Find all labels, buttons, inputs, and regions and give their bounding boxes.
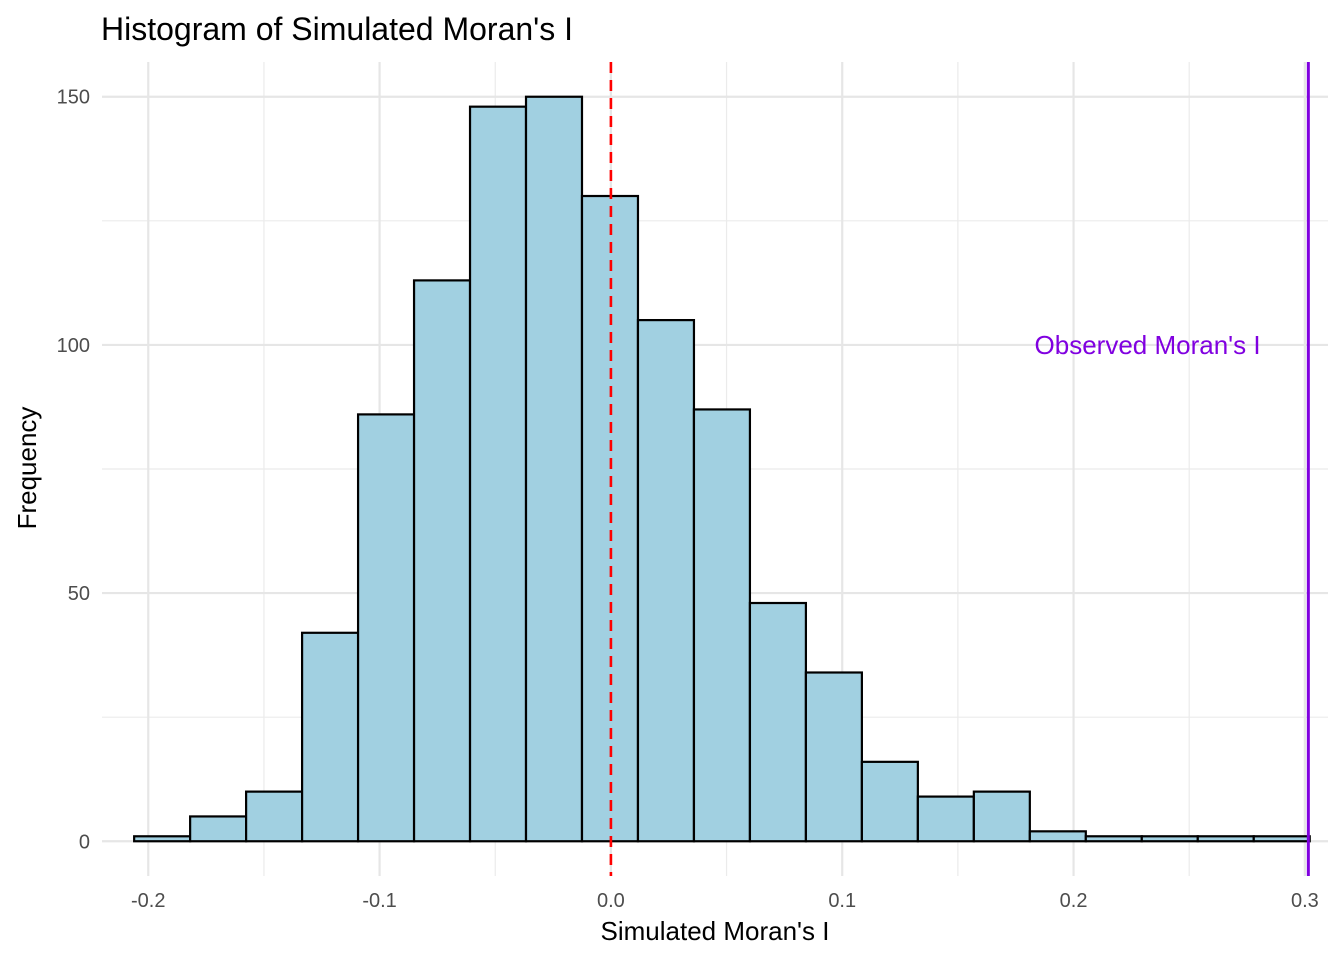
histogram-bar	[1140, 835, 1199, 843]
x-axis-title: Simulated Moran's I	[601, 916, 830, 946]
chart-title: Histogram of Simulated Moran's I	[101, 11, 573, 47]
histogram-bar	[468, 105, 528, 843]
x-tick-label: 0.3	[1291, 890, 1319, 912]
histogram-bars	[133, 95, 1311, 843]
histogram-bar	[412, 279, 472, 843]
x-axis-ticks: -0.2 -0.1 0.0 0.1 0.2 0.3	[131, 890, 1319, 912]
histogram-bar	[189, 815, 248, 843]
histogram-bar	[1028, 830, 1087, 843]
histogram-bar	[356, 413, 416, 843]
histogram-bar	[1084, 835, 1143, 843]
x-tick-label: 0.1	[828, 890, 856, 912]
y-axis-ticks: 0 50 100 150	[57, 87, 90, 854]
histogram-bar	[1252, 835, 1311, 843]
observed-morans-i-label: Observed Moran's I	[1035, 330, 1261, 360]
histogram-bar	[860, 760, 919, 843]
x-tick-label: -0.2	[131, 890, 165, 912]
histogram-bar	[748, 601, 808, 843]
y-tick-label: 50	[68, 583, 90, 605]
annotations: Observed Moran's I	[1035, 330, 1261, 360]
histogram-bar	[1196, 835, 1255, 843]
y-tick-label: 0	[79, 831, 90, 853]
histogram-bar	[972, 790, 1031, 843]
histogram-bar	[524, 95, 584, 843]
y-axis-title: Frequency	[12, 407, 42, 530]
y-tick-label: 150	[57, 87, 90, 109]
histogram-bar	[245, 790, 304, 843]
histogram-bar	[692, 408, 752, 843]
histogram-bar	[916, 795, 975, 843]
x-tick-label: 0.0	[597, 890, 625, 912]
histogram-bar	[636, 318, 696, 843]
y-tick-label: 100	[57, 335, 90, 357]
x-tick-label: 0.2	[1060, 890, 1088, 912]
histogram-bar	[133, 835, 192, 843]
reference-lines	[609, 62, 1310, 876]
x-tick-label: -0.1	[362, 890, 396, 912]
histogram-bar	[300, 631, 360, 843]
histogram-bar	[804, 671, 863, 843]
